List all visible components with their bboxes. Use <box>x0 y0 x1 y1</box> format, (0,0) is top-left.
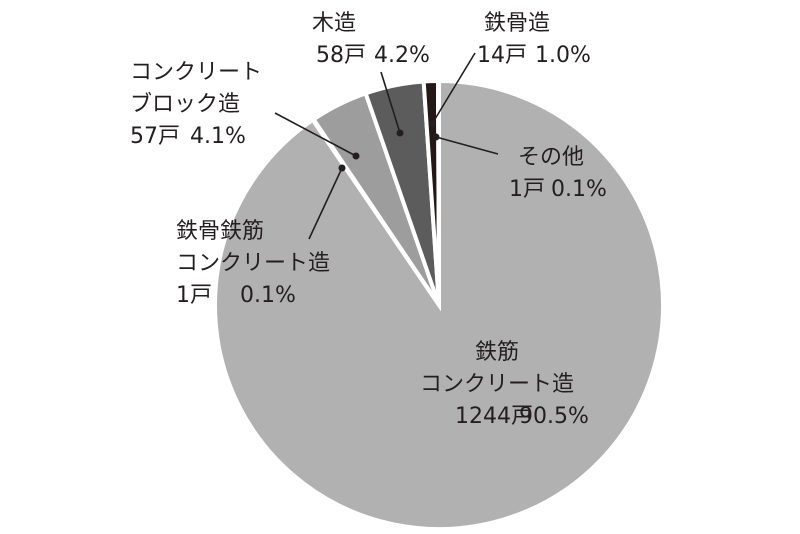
slice-count-src: 1戸 <box>176 283 212 308</box>
slice-name-cb-0: コンクリート <box>130 60 262 85</box>
pie-slices <box>213 78 665 531</box>
slice-label-steel: 鉄骨造 14戸 1.0% <box>477 11 591 68</box>
leader-dot-steel <box>428 120 436 128</box>
slice-name-src-0: 鉄骨鉄筋 <box>176 219 264 244</box>
leader-dot-wood <box>396 129 404 137</box>
leader-dot-src <box>338 164 346 172</box>
slice-pct-src: 0.1% <box>240 283 296 308</box>
leader-line-other <box>435 136 499 155</box>
leader-lines <box>274 52 499 240</box>
slice-name-src-1: コンクリート造 <box>176 251 330 276</box>
leader-line-wood <box>380 71 401 134</box>
slice-pct-wood: 4.2% <box>374 43 430 68</box>
slice-name-cb-1: ブロック造 <box>130 92 240 117</box>
slice-pct-cb: 4.1% <box>190 124 246 149</box>
leader-dot-cb <box>352 152 360 160</box>
slice-name-rc-1: コンクリート造 <box>420 372 574 397</box>
slice-count-cb: 57戸 <box>130 124 180 149</box>
leader-line-steel <box>431 52 476 125</box>
slice-pct-other: 0.1% <box>551 177 607 202</box>
slice-name-rc-0: 鉄筋 <box>475 340 519 365</box>
slice-count-wood: 58戸 <box>316 43 366 68</box>
slice-name-wood-0: 木造 <box>312 11 356 36</box>
slice-count-other: 1戸 <box>509 177 545 202</box>
leader-dot-other <box>432 133 440 141</box>
slice-label-other: その他 1戸 0.1% <box>509 145 607 202</box>
leader-line-src <box>308 167 343 240</box>
slice-pct-rc: 90.5% <box>519 404 589 429</box>
slice-name-steel-0: 鉄骨造 <box>484 11 550 36</box>
slice-pct-steel: 1.0% <box>535 43 591 68</box>
leader-line-cb <box>274 112 357 157</box>
slice-count-steel: 14戸 <box>477 43 527 68</box>
slice-name-other-0: その他 <box>518 145 584 170</box>
slice-count-rc: 1244戸 <box>455 404 533 429</box>
slice-label-wood: 木造 58戸 4.2% <box>312 11 430 68</box>
